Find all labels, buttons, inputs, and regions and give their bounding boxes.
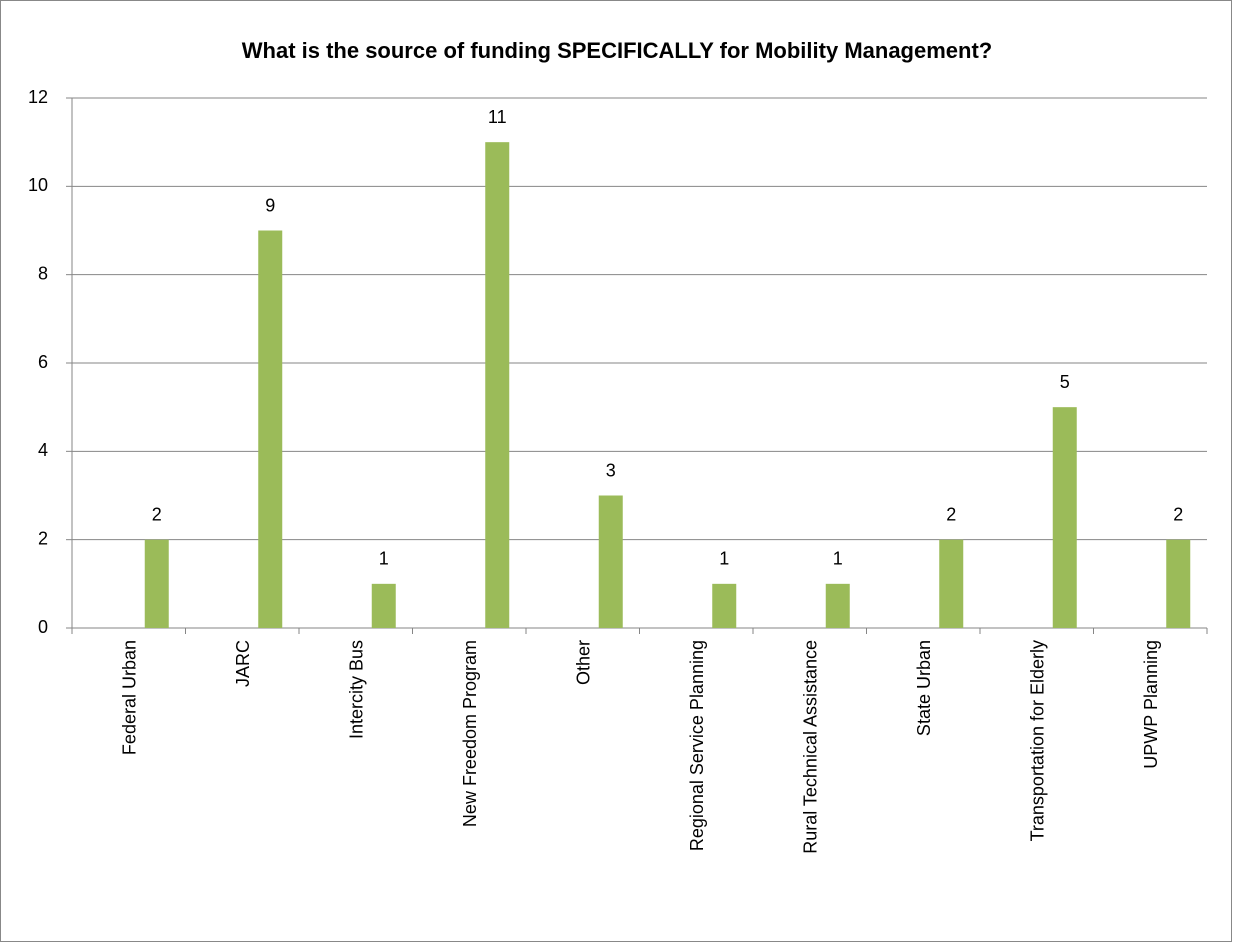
x-tick-label: Rural Technical Assistance (801, 640, 821, 854)
y-tick-label: 4 (38, 440, 48, 460)
bar (258, 230, 283, 628)
data-label: 1 (379, 549, 389, 569)
y-tick-label: 8 (38, 263, 48, 283)
x-tick-label: Federal Urban (120, 640, 140, 755)
bar (1052, 407, 1077, 628)
bar (939, 539, 964, 628)
bar (712, 583, 737, 628)
x-tick-label: Other (574, 640, 594, 685)
data-label: 5 (1060, 372, 1070, 392)
x-tick-label: Intercity Bus (347, 640, 367, 739)
bar (371, 583, 396, 628)
bar (144, 539, 169, 628)
y-tick-label: 12 (28, 87, 48, 107)
chart-title: What is the source of funding SPECIFICAL… (242, 38, 992, 63)
data-label: 1 (719, 549, 729, 569)
x-tick-label: Regional Service Planning (687, 640, 707, 851)
data-label: 2 (946, 504, 956, 524)
data-label: 1 (833, 549, 843, 569)
bar (485, 142, 510, 628)
y-tick-label: 10 (28, 175, 48, 195)
data-label: 2 (152, 504, 162, 524)
bar (1166, 539, 1191, 628)
x-tick-label: State Urban (914, 640, 934, 736)
x-tick-label: UPWP Planning (1141, 640, 1161, 769)
data-label: 9 (265, 195, 275, 215)
data-label: 11 (488, 107, 507, 127)
y-tick-label: 6 (38, 352, 48, 372)
y-tick-label: 0 (38, 617, 48, 637)
y-tick-label: 2 (38, 528, 48, 548)
x-tick-label: Transportation for Elderly (1028, 640, 1048, 841)
x-tick-label: JARC (233, 640, 253, 687)
x-tick-label: New Freedom Program (460, 640, 480, 827)
bar (825, 583, 850, 628)
data-label: 2 (1173, 504, 1183, 524)
data-label: 3 (606, 460, 616, 480)
bar (598, 495, 623, 628)
